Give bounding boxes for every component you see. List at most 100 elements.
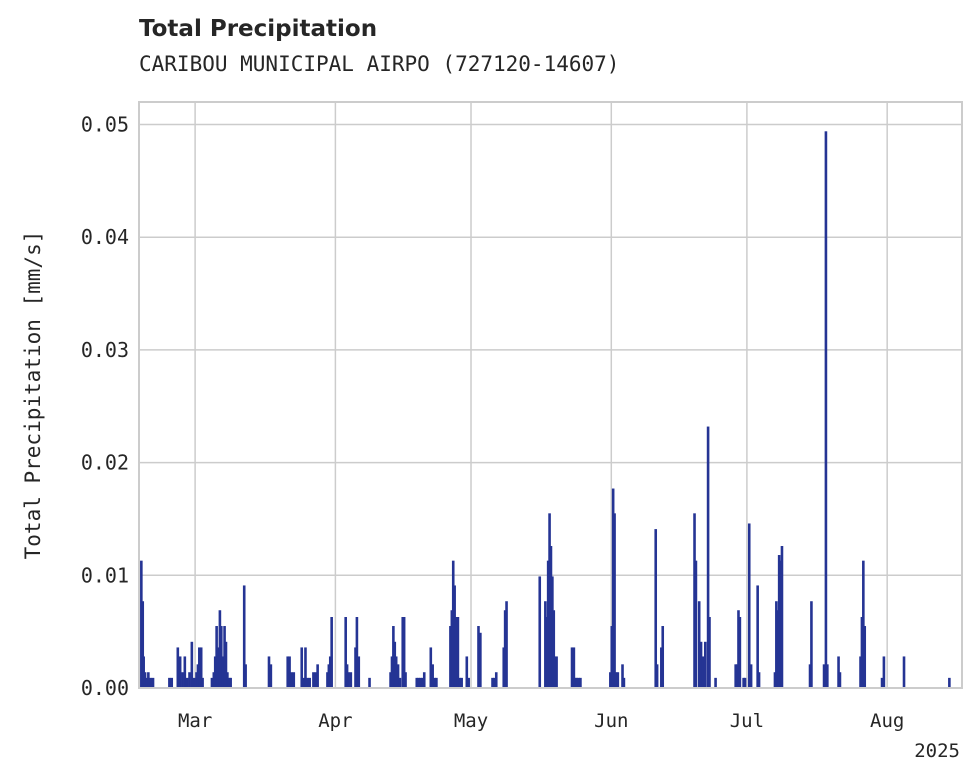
- precipitation-bar: [188, 672, 191, 688]
- precipitation-bar: [708, 617, 711, 688]
- precipitation-bar: [458, 677, 462, 688]
- precipitation-bar: [196, 664, 200, 688]
- precipitation-bar: [826, 664, 829, 688]
- precipitation-bar: [773, 672, 777, 688]
- precipitation-bar: [465, 656, 469, 688]
- precipitation-bar: [314, 672, 318, 688]
- y-tick-label: 0.01: [81, 563, 129, 587]
- x-tick-label-mar: Mar: [178, 710, 212, 732]
- precipitation-bar: [613, 513, 616, 688]
- precipitation-bar: [757, 672, 761, 688]
- precipitation-bar: [151, 677, 155, 688]
- precipitation-bar: [654, 529, 658, 688]
- chart-subtitle: CARIBOU MUNICIPAL AIRPO (727120-14607): [139, 52, 620, 76]
- precipitation-bar: [859, 656, 862, 688]
- precipitation-bar: [491, 677, 494, 688]
- precipitation-bar: [660, 647, 663, 688]
- precipitation-bar: [190, 641, 194, 688]
- y-tick-label: 0.02: [81, 451, 129, 475]
- precipitation-bar: [551, 576, 554, 688]
- precipitation-bar: [546, 560, 550, 688]
- precipitation-bar: [176, 647, 180, 688]
- precipitation-bar: [417, 677, 420, 688]
- precipitation-bar: [555, 656, 558, 688]
- precipitation-bar: [404, 672, 407, 688]
- x-tick-label-apr: Apr: [318, 710, 352, 732]
- precipitation-bar: [431, 664, 434, 688]
- precipitation-bar: [450, 610, 454, 688]
- y-axis-label: Total Precipitation [mm/s]: [21, 231, 45, 560]
- precipitation-bar: [479, 632, 482, 688]
- precipitation-bar: [216, 647, 220, 688]
- precipitation-bar: [396, 664, 400, 688]
- precipitation-bar: [737, 610, 740, 688]
- y-tick-label: 0.05: [81, 113, 129, 137]
- precipitation-bar: [142, 656, 145, 688]
- x-axis-year-label: 2025: [914, 740, 960, 762]
- precipitation-bar: [548, 513, 551, 688]
- precipitation-bar: [573, 677, 577, 688]
- plot-frame: [138, 101, 963, 689]
- precipitation-bar: [502, 647, 506, 688]
- precipitation-bar: [402, 617, 406, 688]
- precipitation-bar: [292, 672, 296, 688]
- precipitation-bar: [494, 672, 498, 688]
- precipitation-bar: [453, 585, 456, 688]
- precipitation-bar: [742, 677, 745, 688]
- precipitation-bar: [451, 560, 455, 688]
- precipitation-bar: [288, 656, 291, 688]
- precipitation-bar: [477, 626, 480, 688]
- precipitation-bar: [505, 601, 508, 688]
- precipitation-bar: [579, 677, 582, 688]
- precipitation-bar: [344, 617, 347, 688]
- precipitation-bar: [308, 677, 311, 688]
- precipitation-bar: [429, 647, 433, 688]
- precipitation-bar: [777, 555, 781, 688]
- x-tick-label-jul: Jul: [730, 710, 764, 732]
- precipitation-bar: [398, 677, 402, 688]
- precipitation-bar: [503, 610, 507, 688]
- precipitation-bar: [394, 656, 398, 688]
- precipitation-bar: [747, 523, 751, 688]
- precipitation-bar: [357, 656, 361, 688]
- precipitation-bar: [347, 672, 350, 688]
- precipitation-bar: [572, 647, 576, 688]
- precipitation-bar: [570, 647, 574, 688]
- precipitation-bar: [734, 664, 737, 688]
- precipitation-bar: [140, 560, 143, 688]
- precipitation-bar: [743, 677, 747, 688]
- precipitation-bar: [544, 601, 547, 688]
- precipitation-bar: [199, 647, 203, 688]
- precipitation-bar: [449, 626, 452, 688]
- precipitation-bar: [327, 664, 331, 688]
- precipitation-bar: [147, 672, 150, 688]
- precipitation-bar: [614, 672, 618, 688]
- precipitation-bar: [610, 626, 614, 688]
- precipitation-bar: [609, 672, 612, 688]
- precipitation-bar: [223, 626, 226, 688]
- precipitation-bar: [141, 601, 145, 688]
- precipitation-bar: [316, 664, 319, 688]
- x-tick-label-jun: Jun: [594, 710, 628, 732]
- y-tick-label: 0.00: [81, 676, 129, 700]
- precipitation-bar: [304, 647, 307, 688]
- y-axis-ticks: 0.00 0.01 0.02 0.03 0.04 0.05: [81, 113, 129, 700]
- precipitation-bar: [368, 677, 371, 688]
- precipitation-bar: [552, 610, 556, 688]
- precipitation-bar: [549, 546, 553, 688]
- precipitation-bar: [860, 617, 864, 688]
- precipitation-bar: [655, 664, 659, 688]
- precipitation-bar: [244, 664, 247, 688]
- precipitation-bar: [226, 672, 229, 688]
- precipitation-bar: [183, 656, 187, 688]
- precipitation-bar: [714, 677, 717, 688]
- precipitation-bar: [822, 664, 826, 688]
- precipitation-bar: [220, 626, 223, 688]
- precipitation-bar: [149, 677, 152, 688]
- precipitation-bar: [703, 641, 707, 688]
- precipitation-bar: [422, 672, 426, 688]
- precipitation-bar: [776, 610, 780, 688]
- precipitation-bar: [756, 585, 759, 688]
- precipitation-bar: [902, 656, 906, 688]
